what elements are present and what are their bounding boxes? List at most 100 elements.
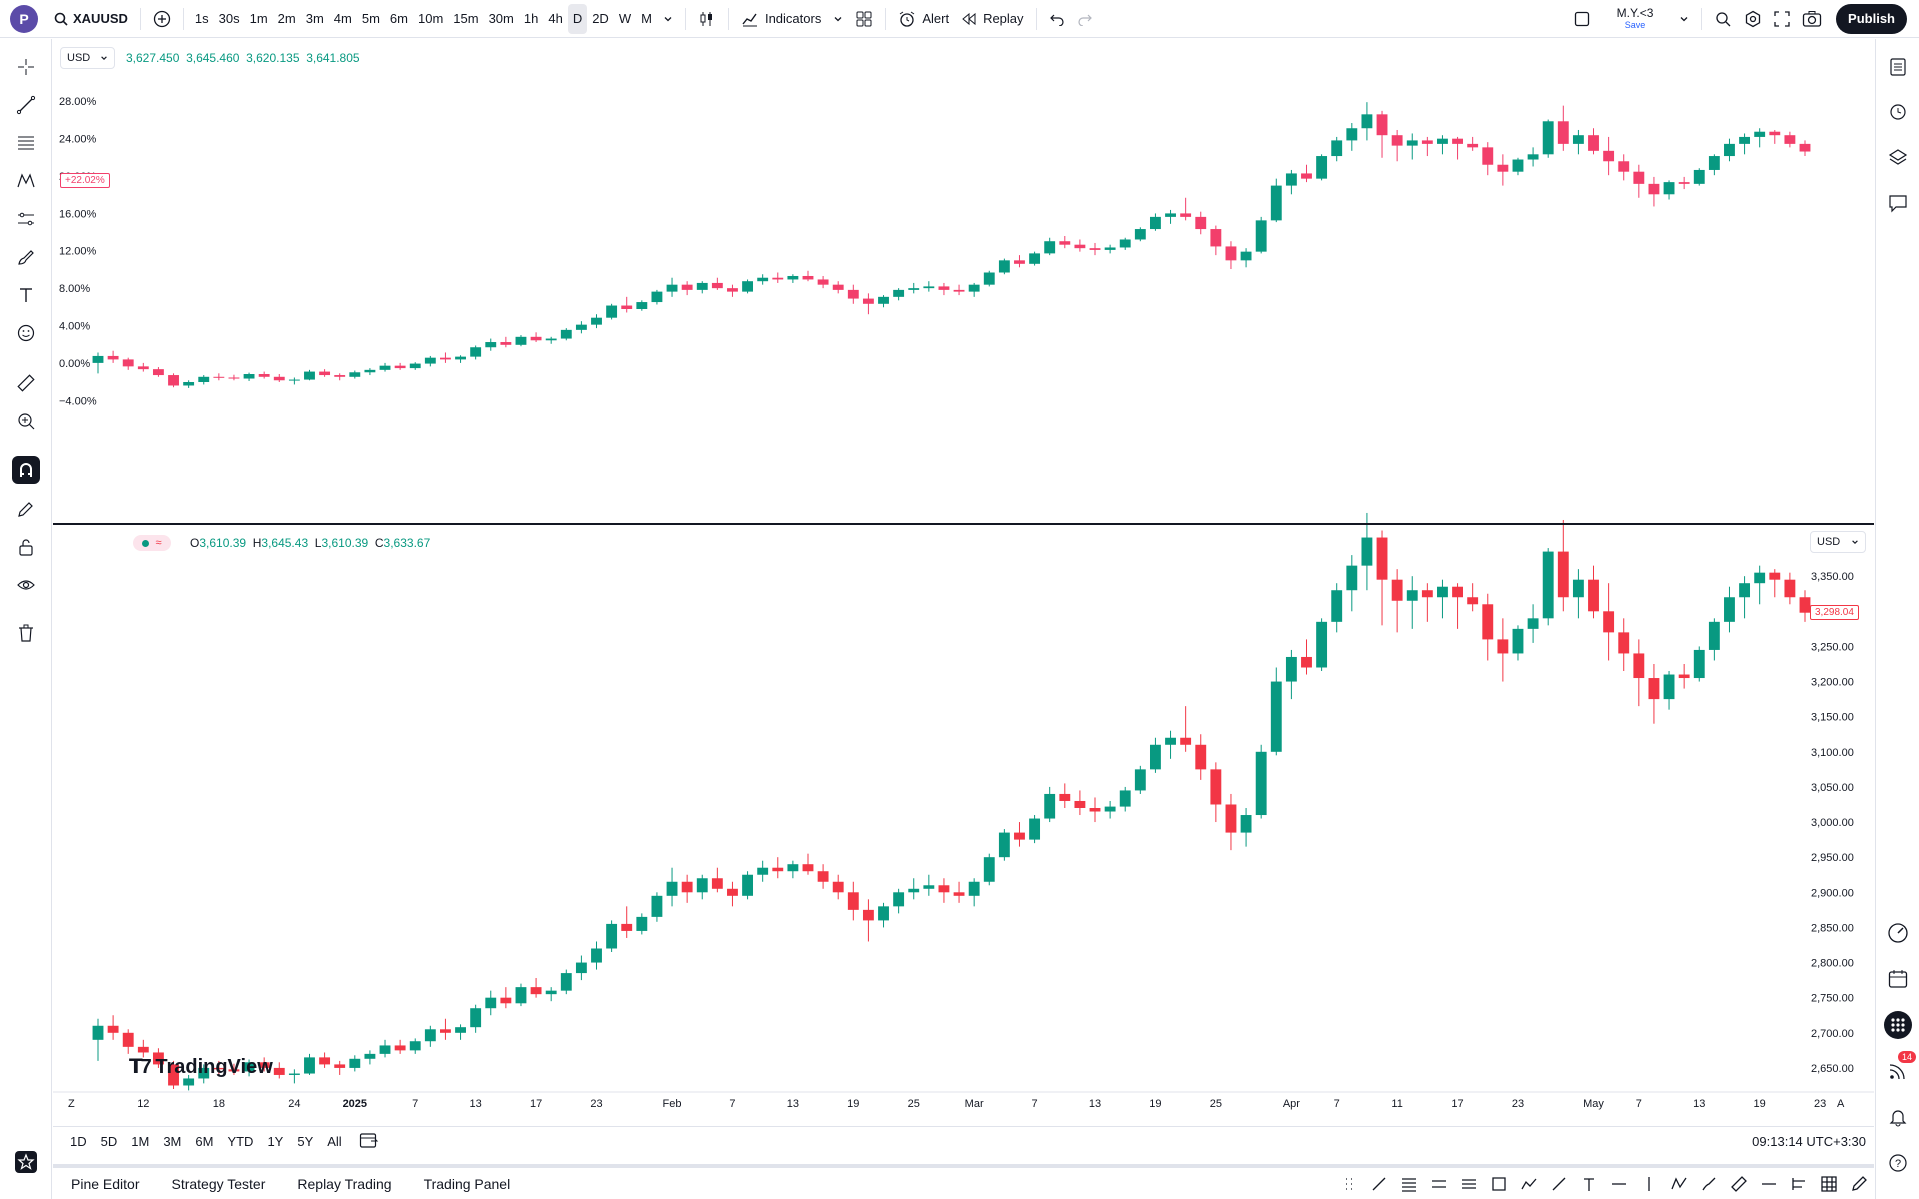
brush-icon[interactable] [1700, 1175, 1718, 1193]
range-3m[interactable]: 3M [163, 1134, 182, 1149]
notifications-button[interactable] [1884, 1103, 1912, 1131]
interval-4m[interactable]: 4m [333, 11, 352, 26]
ruler-icon[interactable] [1730, 1175, 1748, 1193]
range-1y[interactable]: 1Y [267, 1134, 284, 1149]
range-1d[interactable]: 1D [70, 1134, 87, 1149]
news-stream-button[interactable]: 14 [1884, 1051, 1916, 1085]
interval-3m[interactable]: 3m [305, 11, 324, 26]
range-5y[interactable]: 5Y [297, 1134, 314, 1149]
watchlist-button[interactable] [1884, 53, 1912, 81]
range-5d[interactable]: 5D [100, 1134, 118, 1149]
prediction-tool[interactable] [12, 205, 40, 233]
remove-drawings-tool[interactable] [12, 619, 40, 647]
brush-tool[interactable] [12, 243, 40, 271]
grid-icon[interactable] [1820, 1175, 1838, 1193]
interval-10m[interactable]: 10m [417, 11, 444, 26]
pane-separator[interactable] [53, 523, 1874, 525]
interval-30m[interactable]: 30m [488, 11, 514, 26]
measure-tool[interactable] [12, 369, 40, 397]
lines-icon[interactable] [1460, 1175, 1478, 1193]
tab-replay-trading[interactable]: Replay Trading [297, 1175, 392, 1192]
interval-w[interactable]: W [618, 11, 632, 26]
tab-trading-panel[interactable]: Trading Panel [423, 1175, 511, 1192]
alerts-panel-button[interactable] [1884, 97, 1912, 125]
interval-1s[interactable]: 1s [194, 11, 209, 26]
interval-4h[interactable]: 4h [548, 11, 563, 26]
alert-button[interactable]: Alert [892, 4, 955, 34]
crosshair-tool[interactable] [12, 53, 40, 81]
layouts-button[interactable] [849, 4, 879, 34]
lock-drawings-tool[interactable] [12, 533, 40, 561]
interval-m[interactable]: M [641, 11, 652, 26]
interval-d[interactable]: D [567, 3, 588, 34]
vertical-line-icon[interactable] [1640, 1175, 1658, 1193]
help-button[interactable]: ? [1884, 1149, 1912, 1177]
indicators-button[interactable]: Indicators [735, 4, 827, 34]
zoom-tool[interactable] [12, 407, 40, 435]
emoji-tool[interactable] [12, 319, 40, 347]
interval-1m[interactable]: 1m [249, 11, 268, 26]
text-icon[interactable] [1580, 1175, 1598, 1193]
user-avatar[interactable]: P [10, 4, 38, 33]
rectangle-icon[interactable] [1490, 1175, 1508, 1193]
pattern-icon[interactable] [1670, 1175, 1688, 1193]
interval-dropdown[interactable] [657, 4, 679, 34]
text-tool[interactable] [12, 281, 40, 309]
chart-canvas[interactable]: 28.00%24.00%20.00%16.00%12.00%8.00%4.00%… [53, 39, 1874, 1119]
tab-strategy-tester[interactable]: Strategy Tester [171, 1175, 266, 1192]
indicator-visibility-toggle[interactable]: ≈ [133, 535, 171, 551]
channel-icon[interactable] [1430, 1175, 1448, 1193]
quick-search-button[interactable] [1708, 4, 1738, 34]
path-icon[interactable] [1520, 1175, 1538, 1193]
technicals-button[interactable] [1884, 919, 1912, 947]
interval-15m[interactable]: 15m [453, 11, 479, 26]
pencil-icon[interactable] [1850, 1175, 1868, 1193]
indicators-dropdown[interactable] [827, 4, 849, 34]
interval-2m[interactable]: 2m [277, 11, 296, 26]
clock-timezone[interactable]: 09:13:14 UTC+3:30 [1752, 1134, 1866, 1149]
replay-button[interactable]: Replay [955, 4, 1029, 34]
settings-button[interactable] [1738, 4, 1768, 34]
layout-dropdown[interactable] [1673, 4, 1695, 34]
keep-drawing-tool[interactable] [12, 495, 40, 523]
pattern-tool[interactable] [12, 167, 40, 195]
fullscreen-select-button[interactable] [1567, 4, 1597, 34]
chart-type-button[interactable] [692, 4, 722, 34]
horizontal-line-icon[interactable] [1760, 1175, 1778, 1193]
trend-line-tool[interactable] [12, 91, 40, 119]
interval-6m[interactable]: 6m [389, 11, 408, 26]
watchlist-favorite-button[interactable] [12, 1148, 40, 1176]
range-6m[interactable]: 6M [195, 1134, 214, 1149]
fib-tool[interactable] [12, 129, 40, 157]
tab-pine-editor[interactable]: Pine Editor [71, 1175, 140, 1192]
interval-1h[interactable]: 1h [523, 11, 539, 26]
ray-icon[interactable] [1550, 1175, 1568, 1193]
trend-line-icon[interactable] [1370, 1175, 1388, 1193]
interval-5m[interactable]: 5m [361, 11, 380, 26]
interval-30s[interactable]: 30s [218, 11, 240, 26]
object-tree-button[interactable] [1884, 143, 1912, 171]
bottom-currency-select[interactable]: USD [1810, 531, 1866, 553]
interval-2d[interactable]: 2D [592, 11, 609, 26]
range-1m[interactable]: 1M [131, 1134, 150, 1149]
magnet-tool[interactable] [12, 456, 40, 484]
horizontal-ray-icon[interactable] [1610, 1175, 1628, 1193]
goto-date-button[interactable] [349, 1131, 389, 1152]
undo-button[interactable] [1043, 4, 1071, 34]
hide-drawings-tool[interactable] [12, 571, 40, 599]
long-position-icon[interactable] [1790, 1175, 1808, 1193]
calendar-button[interactable] [1884, 965, 1912, 993]
chat-button[interactable] [1884, 189, 1912, 217]
range-all[interactable]: All [327, 1134, 342, 1149]
apps-button[interactable] [1884, 1011, 1912, 1039]
redo-button[interactable] [1071, 4, 1099, 34]
chart-area[interactable]: 28.00%24.00%20.00%16.00%12.00%8.00%4.00%… [53, 39, 1874, 1119]
layout-name-button[interactable]: M.Y.<3 Save [1597, 4, 1673, 34]
publish-button[interactable]: Publish [1836, 3, 1907, 34]
fib-icon[interactable] [1400, 1175, 1418, 1193]
symbol-search[interactable]: XAUUSD [48, 4, 134, 34]
range-ytd[interactable]: YTD [227, 1134, 254, 1149]
fullscreen-button[interactable] [1768, 4, 1796, 34]
snapshot-button[interactable] [1796, 4, 1828, 34]
compare-symbol-button[interactable] [147, 4, 177, 34]
